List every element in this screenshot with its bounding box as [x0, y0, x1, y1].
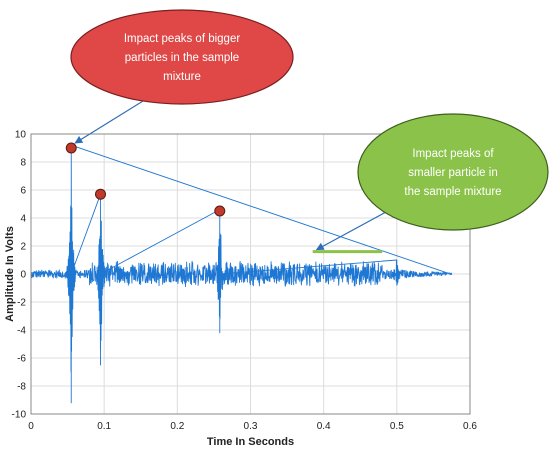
y-tick-label: -8 [17, 382, 26, 393]
x-tick-label: 0.3 [244, 421, 258, 432]
annotation-arrow [74, 100, 144, 144]
x-tick-label: 0.5 [390, 421, 404, 432]
peak-marker [65, 142, 77, 154]
x-tick-label: 0.2 [170, 421, 184, 432]
annotation-text-line: Impact peaks of [412, 148, 494, 160]
annotations: Impact peaks of bigger particles in the s… [70, 9, 549, 251]
x-axis-label: Time In Seconds [207, 436, 294, 448]
x-tick-label: 0.4 [317, 421, 331, 432]
plot-area-frame [30, 133, 471, 415]
y-tick-label: -2 [17, 298, 26, 309]
annotation-callout: Impact peaks of smaller particle in the sa… [315, 113, 549, 251]
series-layer [30, 144, 453, 404]
annotation-arrow [315, 211, 387, 251]
y-tick-label: 2 [20, 242, 26, 253]
y-tick-label: -10 [12, 410, 27, 421]
annotation-text-line: Impact peaks of bigger [124, 33, 241, 45]
x-tick-label: 0.6 [463, 421, 477, 432]
y-axis-label: Amplitude In Volts [4, 226, 16, 322]
signal-series-line [30, 144, 453, 404]
annotation-bubble [357, 113, 549, 231]
y-tick-label: -6 [17, 354, 26, 365]
y-tick-label: 10 [15, 130, 27, 141]
peak-marker [95, 188, 107, 200]
x-tick-label: 0.1 [97, 421, 111, 432]
annotation-text-line: mixture [163, 71, 201, 83]
annotation-bubble [70, 9, 294, 105]
x-tick-label: 0 [28, 421, 34, 432]
y-tick-label: 6 [20, 186, 26, 197]
annotation-text-line: the sample mixture [404, 186, 501, 198]
peak-marker [214, 205, 226, 217]
annotation-callout: Impact peaks of bigger particles in the s… [70, 9, 294, 144]
peak-markers [65, 142, 383, 254]
y-tick-label: -4 [17, 326, 26, 337]
y-tick-label: 0 [20, 270, 26, 281]
annotation-text-line: smaller particle in [408, 167, 497, 179]
annotation-text-line: particles in the sample [125, 52, 239, 64]
y-tick-label: 8 [20, 158, 26, 169]
tick-labels: 0 0.1 0.2 0.3 0.4 0.5 0.6 -10 -8 -6 -4 -2 0 2 4 6 8 10 [12, 130, 478, 433]
y-tick-label: 4 [20, 214, 26, 225]
